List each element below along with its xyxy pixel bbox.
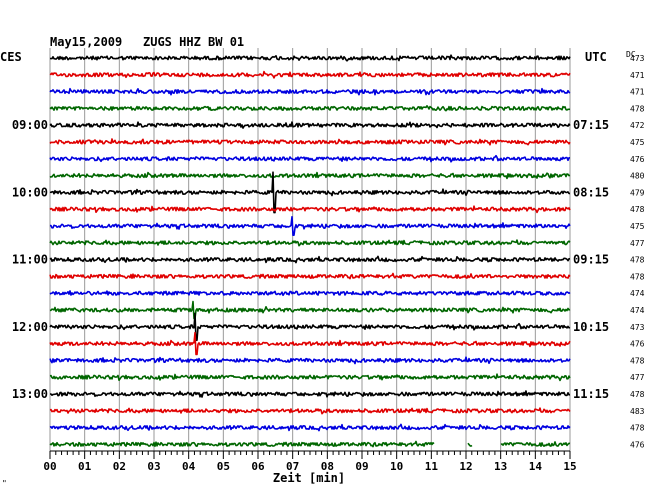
utc-hour-label: 07:15 [573,118,609,132]
dc-value: 480 [630,172,645,181]
x-tick-label: 02 [113,460,126,473]
x-axis: 00 01 02 03 04 05 06 07 08 09 10 11 12 13 14 15 [43,450,577,473]
trace-row-17 [49,331,571,356]
dc-value: 473 [630,323,645,332]
header-station: ZUGS HHZ BW 01 [143,35,244,49]
dc-value: 471 [630,71,645,80]
x-tick-label: 10 [390,460,403,473]
dc-value: 474 [630,306,645,315]
utc-hour-label: 10:15 [573,320,609,334]
local-hour-label: 11:00 [12,253,48,267]
dc-column-label: DC [626,50,636,59]
local-hour-label: 10:00 [12,185,48,199]
x-tick-label: 06 [251,460,265,473]
dc-value: 478 [630,104,645,113]
trace-row-16 [49,312,571,341]
x-tick-label: 13 [494,460,507,473]
trace-row-2 [49,87,571,96]
x-axis-title: Zeit [min] [273,471,345,485]
trace-row-12 [49,255,571,264]
minute-grid [49,48,571,451]
local-hour-label: 09:00 [12,118,48,132]
trace-row-21 [49,407,571,415]
dc-value: 478 [630,390,645,399]
trace-row-7 [49,171,571,180]
trace-row-6 [49,154,570,163]
trace-row-4 [49,121,571,129]
trace-row-3 [49,105,571,112]
x-tick-label: 07 [286,460,299,473]
x-tick-label: 14 [529,460,543,473]
trace-row-9 [49,205,571,214]
utc-hour-label: 08:15 [573,185,609,199]
x-tick-label: 11 [425,460,439,473]
trace-row-5 [49,138,571,146]
dc-value: 476 [630,340,645,349]
left-timezone-label: CES [0,50,22,64]
dc-value: 477 [630,239,645,248]
x-tick-label: 15 [563,460,576,473]
dc-value: 475 [630,138,645,147]
trace-row-23 [49,440,571,448]
row-label-group: 473 471 471 478 09:00 07:15 472 475 476 480 10:00 0… [12,54,645,449]
dc-value: 474 [630,289,645,298]
x-tick-label: 09 [355,460,368,473]
trace-row-1 [49,70,571,79]
x-tick-label: 05 [217,460,230,473]
trace-row-15 [49,300,571,320]
dc-value: 473 [630,54,645,63]
trace-row-22 [49,423,571,432]
trace-row-8 [49,171,571,214]
dc-value: 478 [630,256,645,265]
dc-value: 477 [630,373,645,382]
dc-value: 478 [630,356,645,365]
corner-mark: " [2,479,7,488]
dc-value: 472 [630,121,645,130]
x-tick-label: 04 [182,460,196,473]
dc-value: 479 [630,188,645,197]
utc-hour-label: 09:15 [573,253,609,267]
dc-value: 478 [630,272,645,281]
dc-value: 483 [630,407,645,416]
trace-row-18 [49,356,571,365]
trace-row-11 [49,239,571,247]
dc-value: 476 [630,155,645,164]
dc-value: 471 [630,88,645,97]
trace-row-10 [49,216,571,236]
trace-row-0 [49,54,571,62]
local-hour-label: 12:00 [12,320,48,334]
header-date: May15,2009 [50,35,122,49]
trace-group [49,54,571,448]
dc-value: 478 [630,424,645,433]
x-tick-label: 00 [43,460,56,473]
x-tick-label: 01 [78,460,92,473]
trace-row-14 [49,290,571,297]
utc-hour-label: 11:15 [573,387,609,401]
x-tick-label: 08 [321,460,334,473]
x-tick-label: 03 [147,460,160,473]
local-hour-label: 13:00 [12,387,48,401]
dc-value: 475 [630,222,645,231]
trace-row-13 [49,272,571,280]
right-timezone-label: UTC [585,50,607,64]
trace-row-19 [49,373,571,382]
dc-value: 478 [630,205,645,214]
trace-row-20 [50,390,571,398]
dc-value: 476 [630,440,645,449]
x-tick-label: 12 [459,460,472,473]
